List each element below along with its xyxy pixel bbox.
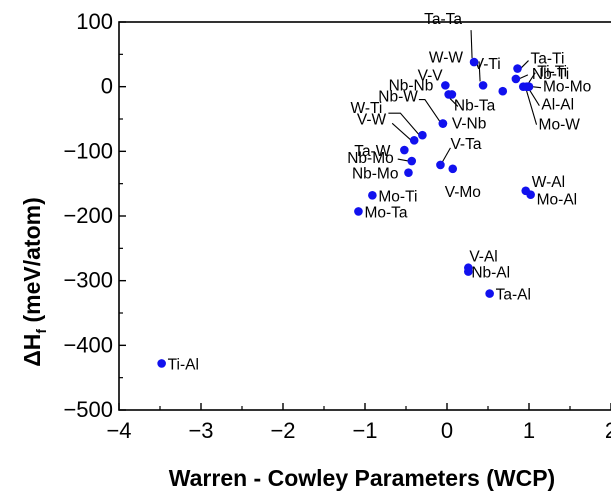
y-tick-label: −300 [63, 268, 113, 293]
data-point [478, 81, 488, 90]
leader-line [518, 74, 529, 80]
data-point [409, 136, 419, 145]
data-point [498, 86, 508, 96]
data-point [407, 156, 417, 166]
leader-line [528, 89, 540, 106]
leader-line [397, 158, 409, 162]
point-label: Nb-Ti [532, 66, 569, 83]
data-point [485, 289, 494, 298]
x-tick-label: −2 [270, 418, 295, 443]
x-axis-title: Warren - Cowley Parameters (WCP) [169, 465, 555, 491]
y-tick-label: −400 [63, 332, 113, 357]
data-point [464, 267, 473, 276]
point-label: Nb-Al [471, 265, 510, 282]
point-label: V-Al [469, 249, 497, 266]
point-label: Mo-Ta [364, 204, 407, 221]
leader-line [478, 61, 481, 82]
y-axis-title-main: ΔH [19, 334, 45, 367]
point-label: Ta-W [354, 143, 391, 160]
data-point [511, 74, 521, 84]
y-tick-label: 100 [76, 9, 113, 34]
point-label: V-Ti [474, 56, 501, 73]
point-label: V-V [418, 67, 444, 84]
leader-line [388, 112, 420, 136]
data-point [404, 168, 413, 177]
point-label: Mo-Ti [378, 188, 417, 205]
point-label: Ti-Ti [537, 64, 567, 81]
point-label: Nb-Nb [389, 77, 434, 94]
x-tick-label: 1 [523, 418, 535, 443]
data-point [448, 164, 458, 174]
point-label: Mo-W [539, 117, 581, 134]
point-label: V-Ta [450, 136, 481, 153]
y-axis-title-sub: f [33, 329, 49, 334]
data-point [157, 359, 166, 368]
point-annotations: Ta-Ta W-WV-VNb-Nb V-Ti Nb-Ta Ta-TiNb-TiTi-Ti… [168, 11, 592, 373]
data-point [436, 160, 445, 170]
data-point [447, 90, 457, 99]
point-label: Nb-Ta [454, 97, 496, 114]
x-tick-label: 0 [441, 418, 453, 443]
data-point [438, 119, 448, 128]
y-tick-label: 0 [101, 74, 113, 99]
data-point [354, 207, 363, 216]
point-label: V-Mo [445, 184, 481, 201]
x-tick-label: −4 [106, 418, 131, 443]
data-point [368, 191, 377, 200]
y-axis-title: ΔHf (meV/atom) [19, 197, 49, 366]
point-label: Nb-Mo [352, 166, 399, 183]
point-label: V-Nb [452, 116, 486, 133]
point-label: W-Al [532, 174, 565, 191]
point-label: Nb-W [378, 89, 418, 106]
point-label: V-W [357, 111, 387, 128]
y-tick-label: −100 [63, 138, 113, 163]
point-label: W-Ti [351, 100, 383, 117]
point-label: W-W [429, 49, 464, 66]
data-points [157, 57, 535, 368]
data-point [522, 82, 531, 91]
data-point [513, 64, 522, 73]
leader-line [418, 98, 441, 122]
point-label: Ti-Al [168, 356, 199, 373]
y-tick-label: −200 [63, 203, 113, 228]
leader-line [526, 90, 538, 125]
leader-line [470, 30, 473, 59]
point-label: Mo-Al [537, 192, 577, 209]
point-label: Al-Al [541, 97, 574, 114]
point-label: Ta-Ti [531, 51, 565, 68]
data-point [469, 57, 479, 67]
leader-line [449, 98, 459, 107]
x-tick-label: −1 [352, 418, 377, 443]
axes: −4 −3 −2 −1 0 1 2 −500 −400 −300 −200 −100 0 100 [63, 9, 611, 443]
data-point [441, 81, 450, 90]
leader-line [520, 60, 529, 69]
leader-line [531, 86, 542, 89]
y-axis-title-tail: (meV/atom) [19, 197, 45, 329]
y-tick-label: −500 [63, 397, 113, 422]
point-label: Nb-Mo [347, 150, 394, 167]
data-point [526, 190, 535, 199]
leader-line [391, 122, 412, 141]
x-tick-label: −3 [188, 418, 213, 443]
point-label: Ta-Ta [424, 11, 462, 28]
x-tick-label: 2 [605, 418, 611, 443]
data-point [400, 145, 409, 155]
point-label: Ta-Al [496, 287, 531, 304]
data-point [418, 130, 427, 140]
point-label: Mo-Mo [543, 79, 591, 96]
leader-line [441, 147, 451, 163]
